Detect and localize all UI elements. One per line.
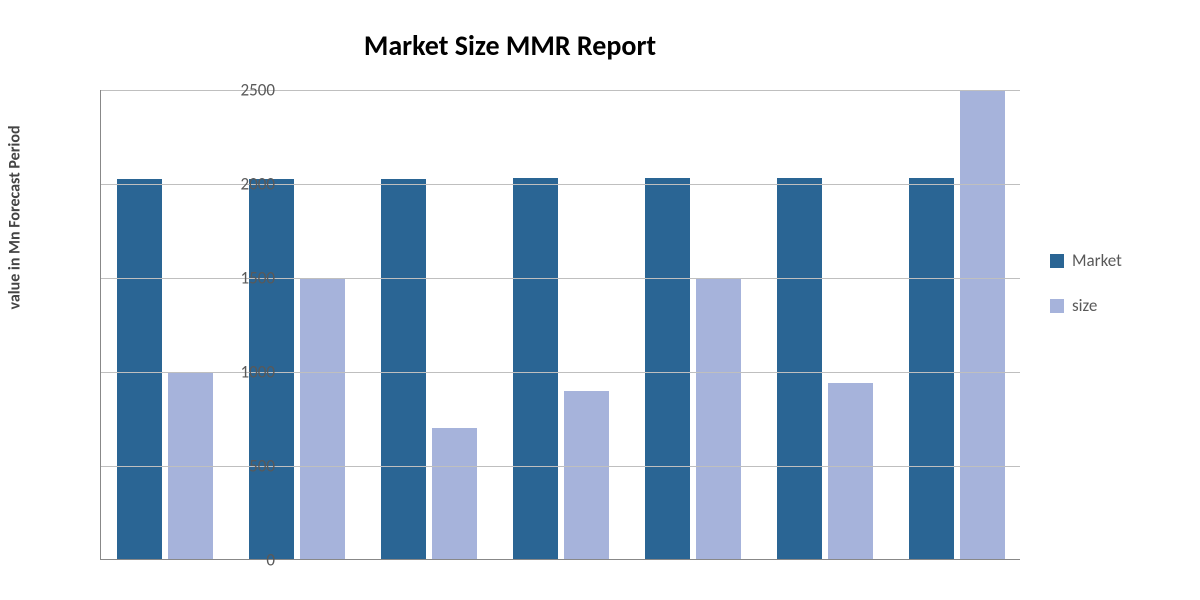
legend-label: size xyxy=(1072,295,1097,316)
bar-market xyxy=(513,178,558,559)
bar-size xyxy=(960,90,1005,559)
bar-size xyxy=(828,383,873,559)
plot-area xyxy=(100,90,1020,560)
bar-market xyxy=(777,178,822,559)
legend-swatch xyxy=(1050,254,1064,268)
y-axis-label: value in Mn Forecast Period xyxy=(6,125,25,309)
ytick-label: 0 xyxy=(215,550,275,571)
bar-size xyxy=(564,391,609,559)
chart-title: Market Size MMR Report xyxy=(0,28,1020,63)
legend-swatch xyxy=(1050,299,1064,313)
chart-container: Market Size MMR Report value in Mn Forec… xyxy=(0,0,1200,600)
bar-market xyxy=(117,179,162,559)
legend: Market size xyxy=(1050,250,1170,340)
bar-market xyxy=(909,178,954,559)
bar-market xyxy=(381,179,426,559)
bar-market xyxy=(645,178,690,559)
legend-item: Market xyxy=(1050,250,1170,271)
legend-item: size xyxy=(1050,295,1170,316)
ytick-label: 2000 xyxy=(215,174,275,195)
bars-layer xyxy=(101,90,1020,559)
ytick-label: 2500 xyxy=(215,80,275,101)
ytick-label: 500 xyxy=(215,456,275,477)
bar-size xyxy=(432,428,477,559)
ytick-label: 1000 xyxy=(215,362,275,383)
bar-size xyxy=(300,279,345,559)
legend-label: Market xyxy=(1072,250,1122,271)
bar-size xyxy=(696,279,741,559)
ytick-label: 1500 xyxy=(215,268,275,289)
